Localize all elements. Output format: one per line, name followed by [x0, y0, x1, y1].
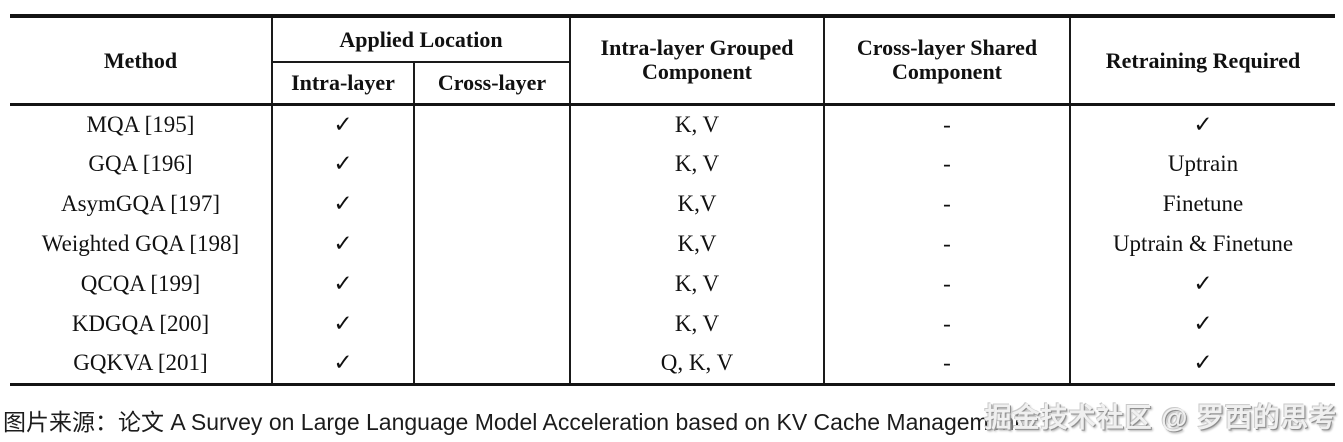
- cell-shared-component: -: [824, 344, 1072, 384]
- table-header: Method Applied Location Intra-layer Grou…: [10, 16, 1336, 104]
- cell-intra-layer-check: ✓: [272, 184, 415, 224]
- header-applied-location: Applied Location: [272, 16, 572, 63]
- cell-cross-layer: [414, 344, 572, 384]
- cell-method: Weighted GQA [198]: [10, 224, 273, 264]
- cell-shared-component: -: [824, 104, 1072, 144]
- table-row: AsymGQA [197] ✓ K,V - Finetune: [10, 184, 1335, 224]
- cell-shared-component: -: [824, 304, 1072, 344]
- cell-grouped-component: K, V: [570, 264, 826, 304]
- cell-intra-layer-check: ✓: [272, 104, 415, 144]
- cell-retraining: ✓: [1193, 270, 1213, 296]
- cell-intra-layer-check: ✓: [272, 224, 415, 264]
- cell-intra-layer-check: ✓: [272, 144, 415, 184]
- cell-intra-layer-check: ✓: [272, 304, 415, 344]
- watermark: 掘金技术社区 @ 罗西的思考: [984, 403, 1337, 433]
- cell-shared-component: -: [824, 224, 1072, 264]
- table-row: GQKVA [201] ✓ Q, K, V - ✓: [10, 344, 1335, 384]
- cell-retraining: ✓: [1193, 111, 1213, 137]
- header-cross-shared-component: Cross-layer Shared Component: [824, 16, 1072, 104]
- cell-cross-layer: [414, 264, 572, 304]
- cell-method: KDGQA [200]: [10, 304, 273, 344]
- cell-method: MQA [195]: [10, 104, 273, 144]
- cell-retraining: ✓: [1193, 350, 1213, 376]
- cell-grouped-component: K, V: [570, 104, 826, 144]
- cell-retraining: Uptrain: [1167, 150, 1239, 176]
- table-row: QCQA [199] ✓ K, V - ✓: [10, 264, 1335, 304]
- cell-retraining: Uptrain & Finetune: [1112, 230, 1294, 256]
- cell-cross-layer: [414, 304, 572, 344]
- table-row: MQA [195] ✓ K, V - ✓: [10, 104, 1335, 144]
- cell-shared-component: -: [824, 184, 1072, 224]
- cell-shared-component: -: [824, 264, 1072, 304]
- cell-retraining: Finetune: [1162, 190, 1244, 216]
- cell-method: QCQA [199]: [10, 264, 273, 304]
- table-body: MQA [195] ✓ K, V - ✓ GQA [196] ✓ K, V - …: [10, 104, 1335, 384]
- cell-shared-component: -: [824, 144, 1072, 184]
- header-cross-layer: Cross-layer: [414, 62, 572, 104]
- kv-cache-methods-table: Method Applied Location Intra-layer Grou…: [10, 14, 1336, 386]
- image-source-caption: 图片来源：论文 A Survey on Large Language Model…: [3, 409, 1021, 435]
- cell-cross-layer: [414, 144, 572, 184]
- cell-method: GQA [196]: [10, 144, 273, 184]
- header-method: Method: [10, 16, 273, 104]
- cell-method: GQKVA [201]: [10, 344, 273, 384]
- cell-grouped-component: Q, K, V: [570, 344, 826, 384]
- table-row: Weighted GQA [198] ✓ K,V - Uptrain & Fin…: [10, 224, 1335, 264]
- table-row: KDGQA [200] ✓ K, V - ✓: [10, 304, 1335, 344]
- cell-intra-layer-check: ✓: [272, 344, 415, 384]
- cell-cross-layer: [414, 184, 572, 224]
- cell-cross-layer: [414, 104, 572, 144]
- cell-grouped-component: K,V: [570, 224, 826, 264]
- header-intra-grouped-component: Intra-layer Grouped Component: [570, 16, 826, 104]
- header-retraining-required: Retraining Required: [1105, 47, 1301, 73]
- cell-intra-layer-check: ✓: [272, 264, 415, 304]
- table-row: GQA [196] ✓ K, V - Uptrain: [10, 144, 1335, 184]
- cell-grouped-component: K, V: [570, 144, 826, 184]
- cell-grouped-component: K,V: [570, 184, 826, 224]
- cell-method: AsymGQA [197]: [10, 184, 273, 224]
- cell-retraining: ✓: [1193, 310, 1213, 336]
- cell-cross-layer: [414, 224, 572, 264]
- header-intra-layer: Intra-layer: [272, 62, 415, 104]
- cell-grouped-component: K, V: [570, 304, 826, 344]
